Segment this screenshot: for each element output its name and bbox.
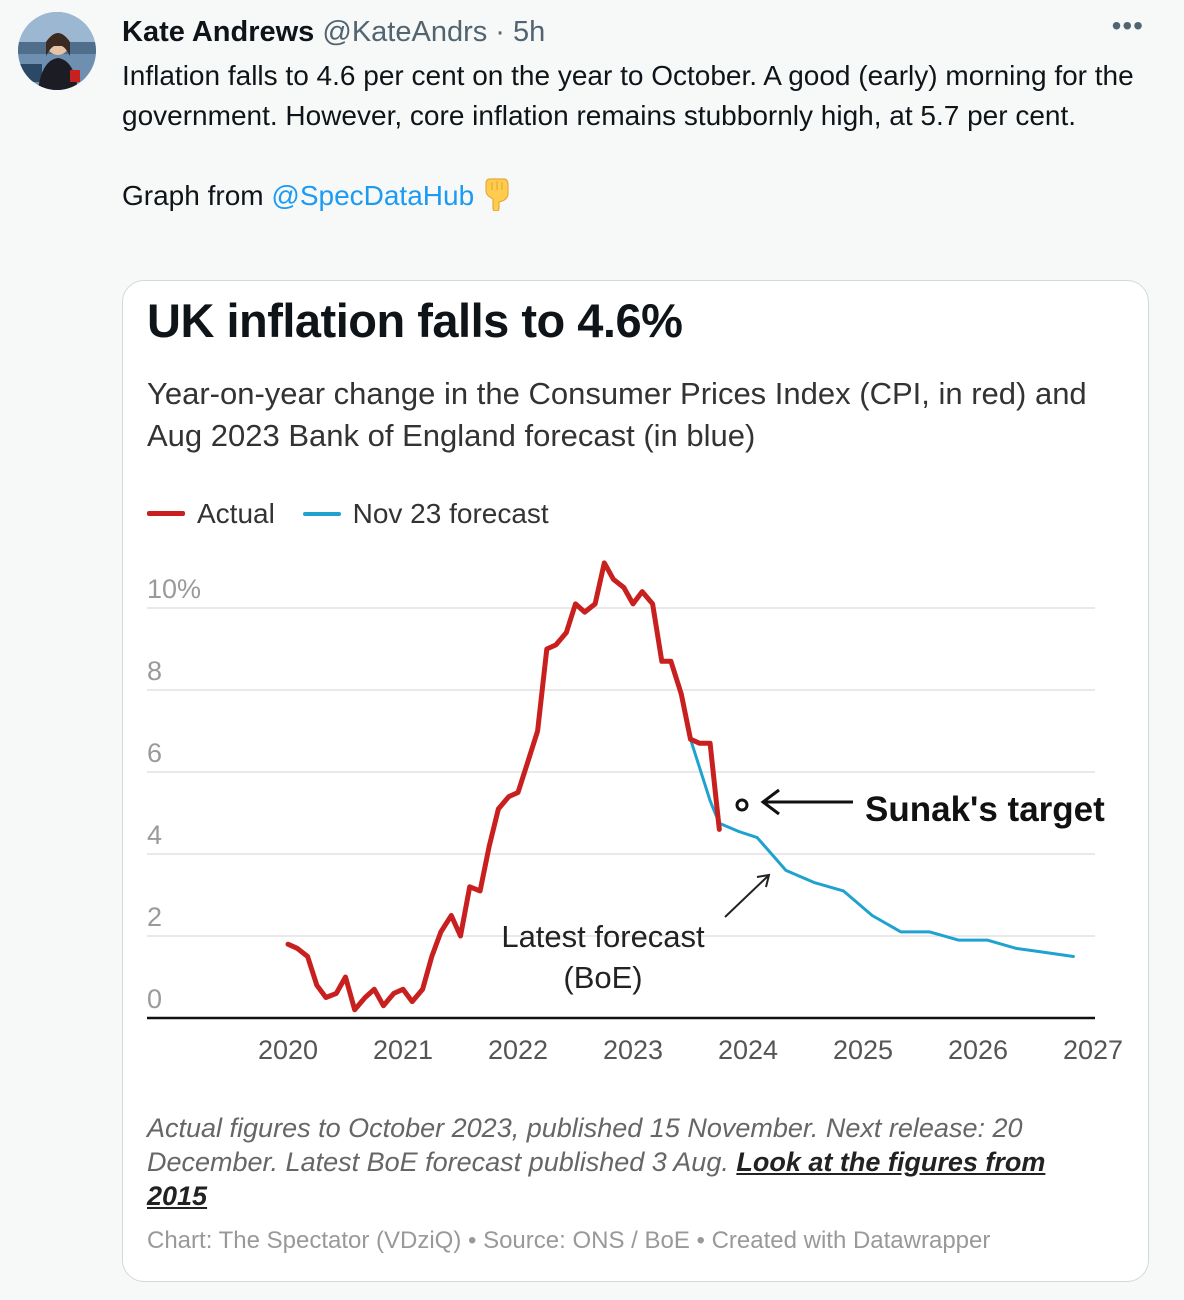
chart-card[interactable]: UK inflation falls to 4.6% Year-on-year … <box>122 280 1149 1282</box>
y-tick-label: 0 <box>147 984 162 1014</box>
author-handle[interactable]: @KateAndrs <box>322 16 488 48</box>
x-tick-label: 2026 <box>948 1035 1008 1065</box>
series-line-actual <box>285 560 722 1013</box>
legend-swatch-actual <box>147 511 185 516</box>
chart-notes: Actual figures to October 2023, publishe… <box>147 1111 1087 1213</box>
latest-forecast-label: Latest forecast <box>501 919 705 954</box>
legend-label-forecast: Nov 23 forecast <box>352 498 549 529</box>
x-tick-label: 2021 <box>373 1035 433 1065</box>
tweet-text-graph-line: Graph from @SpecDataHub <box>122 176 1152 222</box>
x-tick-label: 2027 <box>1063 1035 1123 1065</box>
y-axis: 0 2 4 6 8 10% <box>147 574 201 1014</box>
x-tick-label: 2022 <box>488 1035 548 1065</box>
chart-legend: Actual Nov 23 forecast <box>147 491 569 530</box>
x-tick-label: 2023 <box>603 1035 663 1065</box>
legend-item-actual: Actual <box>147 498 275 530</box>
x-tick-label: 2020 <box>258 1035 318 1065</box>
notes-text: Actual figures to October 2023, publishe… <box>147 1113 1023 1177</box>
sunaks-target-arrowhead <box>760 788 780 816</box>
author-name[interactable]: Kate Andrews <box>122 16 315 48</box>
avatar[interactable] <box>18 12 96 90</box>
y-tick-label: 6 <box>147 738 162 768</box>
chart-title: UK inflation falls to 4.6% <box>147 294 683 347</box>
y-tick-label: 10% <box>147 574 201 604</box>
forecast-arrowhead <box>756 873 771 888</box>
x-tick-label: 2024 <box>718 1035 778 1065</box>
legend-item-forecast: Nov 23 forecast <box>302 498 549 530</box>
sunaks-target-label: Sunak's target <box>865 790 1105 829</box>
chart-subtitle: Year-on-year change in the Consumer Pric… <box>147 376 1087 453</box>
graph-from-text: Graph from <box>122 180 272 211</box>
sunaks-target-marker <box>735 798 749 812</box>
x-tick-label: 2025 <box>833 1035 893 1065</box>
y-tick-label: 4 <box>147 820 162 850</box>
annotation-layer: Sunak's target Latest forecast (BoE) <box>501 788 1105 995</box>
y-tick-label: 2 <box>147 902 162 932</box>
legend-label-actual: Actual <box>197 497 275 529</box>
chart-credits: Chart: The Spectator (VDziQ) • Source: O… <box>147 1227 991 1254</box>
latest-forecast-label-boe: (BoE) <box>563 960 642 995</box>
avatar-image <box>18 12 96 90</box>
timestamp[interactable]: 5h <box>513 16 546 48</box>
tweet-header: Kate Andrews @KateAndrs · 5h <box>122 14 545 50</box>
forecast-arrow <box>724 874 770 918</box>
grid-layer <box>147 607 1095 1020</box>
series-line-forecast <box>689 737 1075 958</box>
backhand-index-pointing-down-icon <box>482 177 512 222</box>
legend-swatch-forecast <box>302 512 341 516</box>
more-options-icon[interactable]: ••• <box>1111 10 1144 41</box>
separator: · <box>495 16 505 48</box>
y-tick-label: 8 <box>147 656 162 686</box>
x-axis: 2020 2021 2022 2023 2024 2025 2026 2027 <box>258 1035 1123 1065</box>
mention-link[interactable]: @SpecDataHub <box>271 180 475 211</box>
tweet-text: Inflation falls to 4.6 per cent on the y… <box>122 56 1152 222</box>
tweet-text-paragraph: Inflation falls to 4.6 per cent on the y… <box>122 60 1134 131</box>
series-layer <box>285 560 1075 1013</box>
figures-2015-link[interactable]: Look at the figures from 2015 <box>147 1147 1046 1211</box>
